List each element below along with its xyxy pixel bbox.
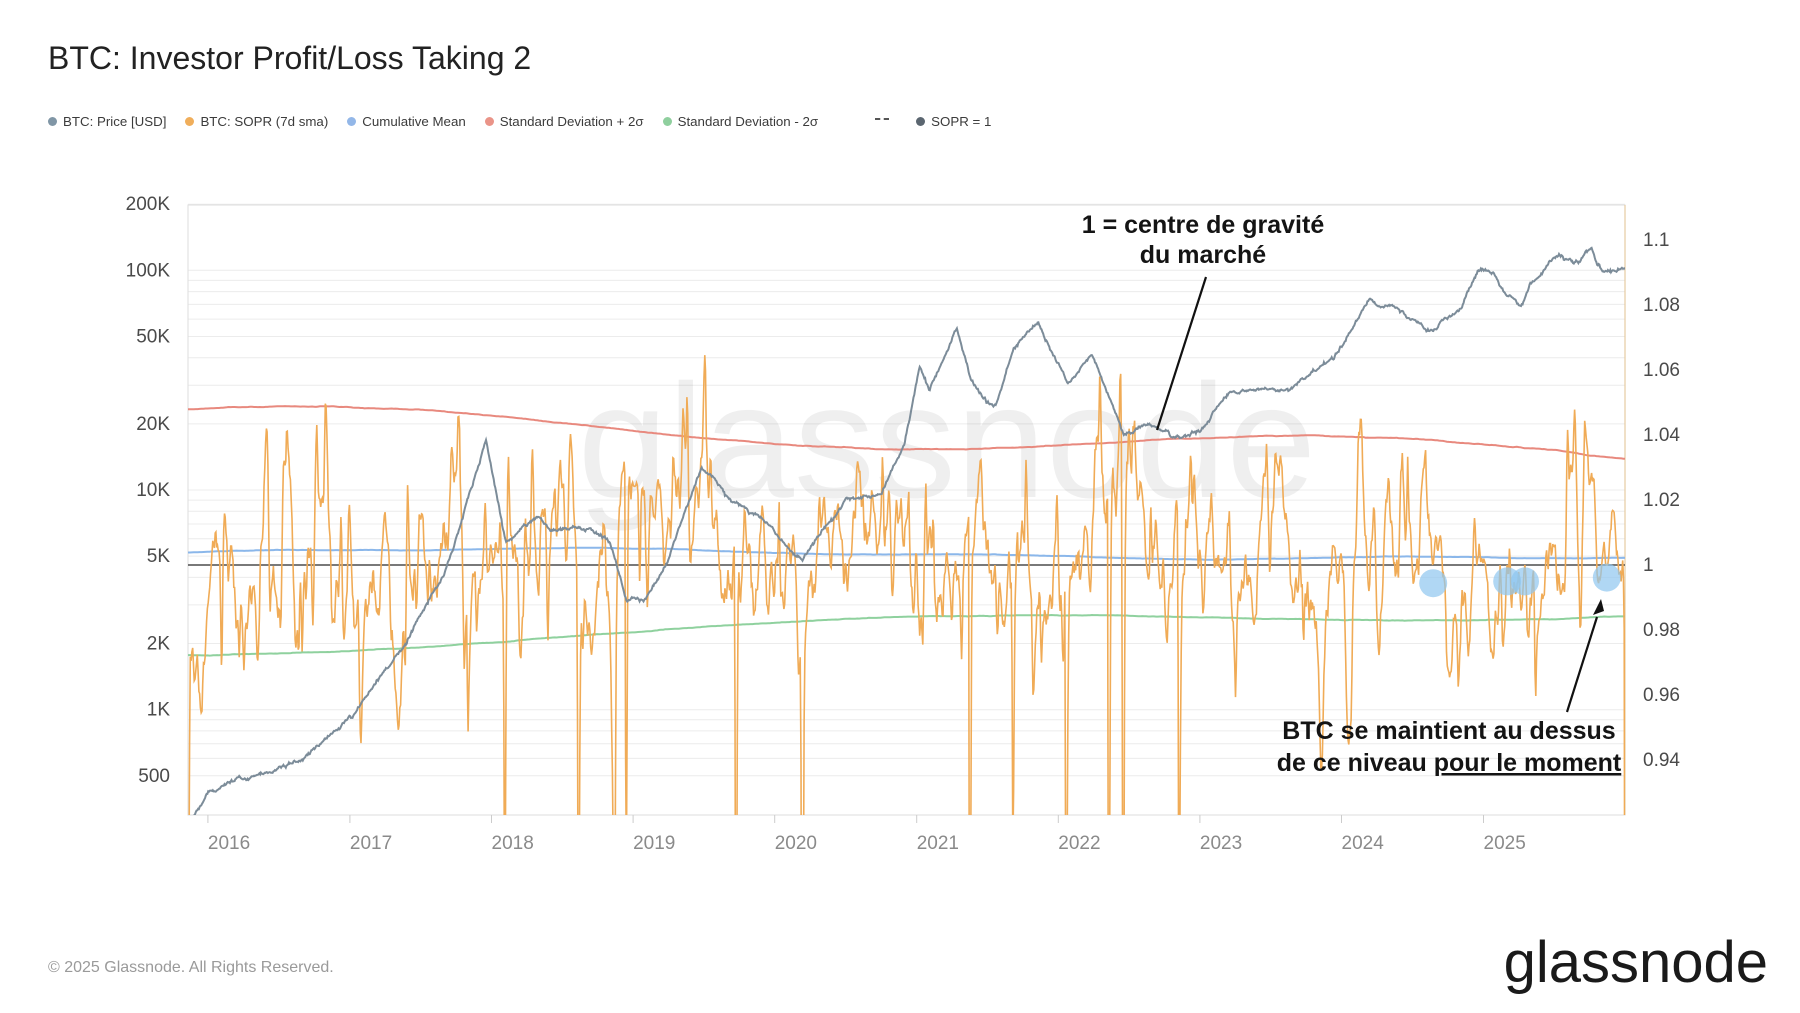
svg-text:2021: 2021 <box>917 833 959 854</box>
svg-text:1.02: 1.02 <box>1643 490 1680 511</box>
svg-text:0.98: 0.98 <box>1643 620 1680 641</box>
svg-text:2018: 2018 <box>492 833 534 854</box>
svg-text:100K: 100K <box>126 260 171 281</box>
svg-text:2019: 2019 <box>633 833 675 854</box>
svg-text:2024: 2024 <box>1342 833 1385 854</box>
svg-text:1.1: 1.1 <box>1643 230 1669 251</box>
svg-text:5K: 5K <box>147 546 171 567</box>
svg-text:2025: 2025 <box>1484 833 1526 854</box>
svg-text:2022: 2022 <box>1058 833 1100 854</box>
svg-text:2017: 2017 <box>350 833 392 854</box>
svg-text:BTC se maintient au dessus: BTC se maintient au dessus <box>1282 717 1615 745</box>
svg-text:de ce niveau pour le moment: de ce niveau pour le moment <box>1277 749 1622 777</box>
svg-text:du marché: du marché <box>1140 241 1267 269</box>
svg-text:200K: 200K <box>126 194 171 215</box>
svg-text:1K: 1K <box>147 700 171 721</box>
svg-text:1: 1 <box>1643 555 1654 576</box>
svg-text:0.94: 0.94 <box>1643 750 1680 771</box>
svg-text:0.96: 0.96 <box>1643 685 1680 706</box>
svg-text:2016: 2016 <box>208 833 250 854</box>
svg-text:1 = centre de gravité: 1 = centre de gravité <box>1082 211 1325 239</box>
svg-text:1.04: 1.04 <box>1643 425 1680 446</box>
svg-text:1.08: 1.08 <box>1643 295 1680 316</box>
svg-text:2K: 2K <box>147 634 171 655</box>
svg-text:500: 500 <box>138 766 170 787</box>
svg-text:20K: 20K <box>136 414 170 435</box>
svg-text:2023: 2023 <box>1200 833 1242 854</box>
svg-text:50K: 50K <box>136 327 170 348</box>
svg-text:2020: 2020 <box>775 833 817 854</box>
svg-text:10K: 10K <box>136 480 170 501</box>
svg-text:1.06: 1.06 <box>1643 360 1680 381</box>
